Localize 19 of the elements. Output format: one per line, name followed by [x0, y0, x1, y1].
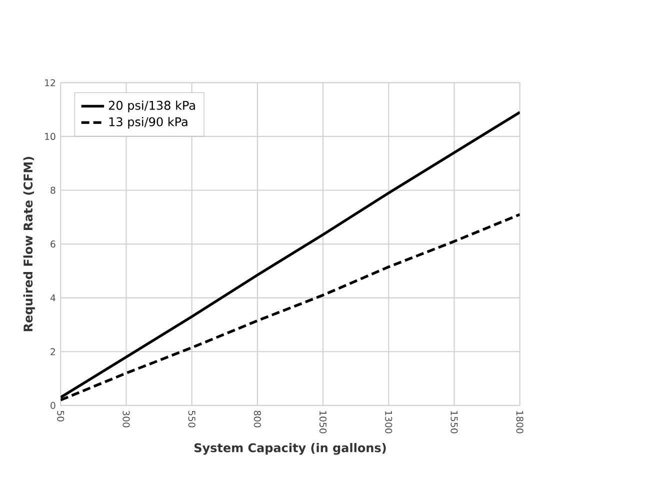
x-tick-label: 1300 [385, 411, 392, 434]
x-tick-label: 300 [122, 410, 130, 428]
x-tick-label: 800 [254, 410, 261, 428]
legend-label: 20 psi/138 kPa [108, 100, 195, 112]
y-axis-title: Required Flow Rate (CFM) [23, 156, 35, 332]
y-tick-label: 6 [50, 240, 56, 248]
y-tick-label: 10 [45, 132, 56, 140]
y-tick-label: 12 [45, 79, 55, 86]
legend-label: 13 psi/90 kPa [109, 116, 188, 129]
x-tick-label: 50 [57, 410, 64, 422]
y-tick-label: 4 [50, 294, 56, 302]
x-tick-label: 1550 [450, 411, 458, 434]
x-tick-label: 1050 [320, 411, 327, 434]
y-tick-label: 0 [50, 402, 56, 409]
y-tick-label: 2 [50, 348, 55, 355]
y-tick-label: 8 [50, 186, 56, 194]
x-tick-label: 550 [188, 410, 196, 428]
x-axis-title: System Capacity (in gallons) [194, 442, 386, 455]
x-tick-label: 1800 [516, 411, 524, 434]
